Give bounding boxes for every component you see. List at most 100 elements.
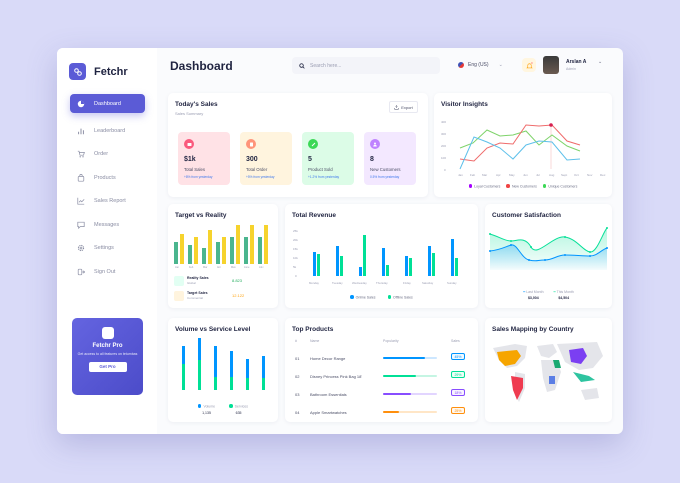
target-sales-row: Target Sales Commercial 12.122	[174, 291, 272, 303]
svg-text:20k: 20k	[293, 238, 298, 242]
svg-text:Aug: Aug	[549, 173, 555, 177]
sidebar-item-sales-report[interactable]: Sales Report	[70, 192, 145, 211]
chevron-down-icon: ⌄	[498, 62, 503, 68]
gear-icon	[77, 244, 85, 252]
svg-text:Sept: Sept	[561, 173, 567, 177]
table-row[interactable]: 01 Home Decor Range 45%	[285, 353, 480, 370]
visitor-insights-chart: 400 300 200 100 0 Jan Feb Mar Apr May Jun Jul Aug Se…	[441, 120, 606, 177]
app-window: Fetchr Dashboard Leaderboard Order Produ…	[57, 48, 623, 434]
message-icon	[77, 221, 85, 229]
svg-text:Dec: Dec	[600, 173, 606, 177]
sidebar-item-messages[interactable]: Messages	[70, 215, 145, 234]
sidebar-item-label: Dashboard	[94, 100, 121, 107]
search-input[interactable]: Search here...	[292, 57, 440, 74]
stat-card-total-sales: $1k Total Sales +8% from yesterday	[178, 132, 230, 185]
svg-text:Feb: Feb	[189, 266, 194, 268]
sidebar-item-products[interactable]: Products	[70, 168, 145, 187]
svg-text:Jan: Jan	[458, 173, 463, 177]
svg-text:Apr: Apr	[217, 266, 221, 268]
stat-card-total-order: 300 Total Order +5% from yesterday	[240, 132, 292, 185]
svg-text:5k: 5k	[293, 265, 297, 269]
todays-sales-card: Today's Sales Sales Summary Export $1k T…	[168, 93, 428, 197]
congo-region	[549, 376, 555, 384]
svg-text:0: 0	[295, 274, 297, 278]
ticket-icon	[174, 291, 184, 301]
sidebar-item-sign-out[interactable]: Sign Out	[70, 262, 145, 281]
card-title: Visitor Insights	[441, 101, 488, 108]
svg-text:0: 0	[444, 168, 446, 172]
visitor-insights-card: Visitor Insights 400 300 200 100 0 Jan Feb Mar…	[434, 93, 612, 197]
brand-name: Fetchr	[94, 65, 128, 78]
svg-text:Mar: Mar	[203, 266, 207, 268]
card-title: Today's Sales	[175, 101, 218, 108]
export-icon	[394, 104, 399, 110]
svg-text:June: June	[244, 266, 250, 268]
get-pro-button[interactable]: Get Pro	[88, 361, 127, 372]
language-selector[interactable]: Eng (US) ⌄	[458, 62, 503, 68]
user-add-icon	[370, 139, 380, 149]
target-vs-reality-card: Target vs Reality Jan Feb Mar Apr May June Jul…	[168, 204, 278, 308]
svg-text:10k: 10k	[293, 256, 298, 260]
brand[interactable]: Fetchr	[69, 63, 128, 80]
pro-title: Fetchr Pro	[92, 343, 123, 349]
sign-out-icon	[77, 268, 85, 275]
line-chart-icon	[77, 197, 85, 205]
language-label: Eng (US)	[468, 62, 489, 68]
svg-text:Nov: Nov	[587, 173, 593, 177]
avatar[interactable]	[543, 56, 559, 74]
bag-icon	[174, 276, 184, 286]
export-button[interactable]: Export	[389, 101, 418, 113]
svg-text:Feb: Feb	[470, 173, 476, 177]
svg-text:Jul: Jul	[536, 173, 540, 177]
sidebar-item-settings[interactable]: Settings	[70, 239, 145, 258]
table-row[interactable]: 04 Apple Smartwatches 25%	[285, 407, 480, 424]
visitor-insights-legend: Loyal Customers New Customers Unique Cus…	[434, 184, 612, 189]
customer-satisfaction-legend: ━ Last Month $3,004 ━ This Month $4,504	[523, 290, 574, 300]
svg-text:Oct: Oct	[574, 173, 579, 177]
user-role: Admin	[566, 67, 576, 71]
sidebar-item-label: Order	[94, 151, 109, 157]
card-title: Target vs Reality	[175, 212, 227, 219]
sidebar-item-leaderboard[interactable]: Leaderboard	[70, 121, 145, 140]
sidebar-item-label: Sales Report	[94, 198, 126, 204]
sidebar-nav: Dashboard Leaderboard Order Products Sal…	[70, 94, 145, 286]
svg-text:Jun: Jun	[523, 173, 528, 177]
svg-text:May: May	[231, 266, 236, 268]
table-row[interactable]: 02 Disney Princess Pink Bag 18' 29%	[285, 371, 480, 388]
world-map	[493, 342, 603, 402]
card-title: Customer Satisfaction	[492, 212, 561, 219]
chevron-down-icon[interactable]: ⌄	[598, 59, 603, 65]
user-menu[interactable]: Arslan A Admin	[566, 59, 586, 71]
sidebar: Fetchr Dashboard Leaderboard Order Produ…	[57, 48, 157, 434]
pie-chart-icon	[77, 100, 85, 107]
stat-card-product-sold: 5 Product Sold +1.2% from yesterday	[302, 132, 354, 185]
card-title: Top Products	[292, 326, 334, 333]
volume-service-card: Volume vs Service Level Volume 1,135 Serv…	[168, 318, 278, 422]
svg-text:400: 400	[441, 120, 446, 124]
total-revenue-chart: 25k 20k 15k 10k 5k 0 Monday Tuesday Wednesday Th…	[293, 229, 458, 285]
svg-text:Sunday: Sunday	[447, 281, 457, 285]
sidebar-item-order[interactable]: Order	[70, 145, 145, 164]
notification-button[interactable]	[522, 58, 536, 72]
brazil-region	[511, 376, 523, 400]
target-vs-reality-chart: Jan Feb Mar Apr May June July	[174, 225, 268, 268]
china-region	[569, 348, 587, 364]
total-revenue-card: Total Revenue 25k 20k 15k 10k 5k 0 Monday Tues…	[285, 204, 478, 308]
order-icon	[246, 139, 256, 149]
svg-text:Saturday: Saturday	[422, 281, 434, 285]
svg-text:200: 200	[441, 144, 446, 148]
page-title: Dashboard	[170, 59, 233, 73]
svg-text:Friday: Friday	[403, 281, 411, 285]
user-name: Arslan A	[566, 59, 587, 65]
card-subtitle: Sales Summary	[175, 111, 204, 116]
card-title: Volume vs Service Level	[175, 326, 251, 333]
tag-icon	[308, 139, 318, 149]
table-row[interactable]: 03 Bathroom Essentials 18%	[285, 389, 480, 406]
total-revenue-legend: Online Sales Offline Sales	[285, 295, 478, 300]
sidebar-item-label: Sign Out	[94, 268, 116, 275]
volume-service-chart	[182, 338, 265, 390]
svg-text:Jan: Jan	[175, 266, 180, 268]
stat-card-new-customers: 8 New Customers 0.5% from yesterday	[364, 132, 416, 185]
svg-text:May: May	[509, 173, 515, 177]
sidebar-item-dashboard[interactable]: Dashboard	[70, 94, 145, 113]
